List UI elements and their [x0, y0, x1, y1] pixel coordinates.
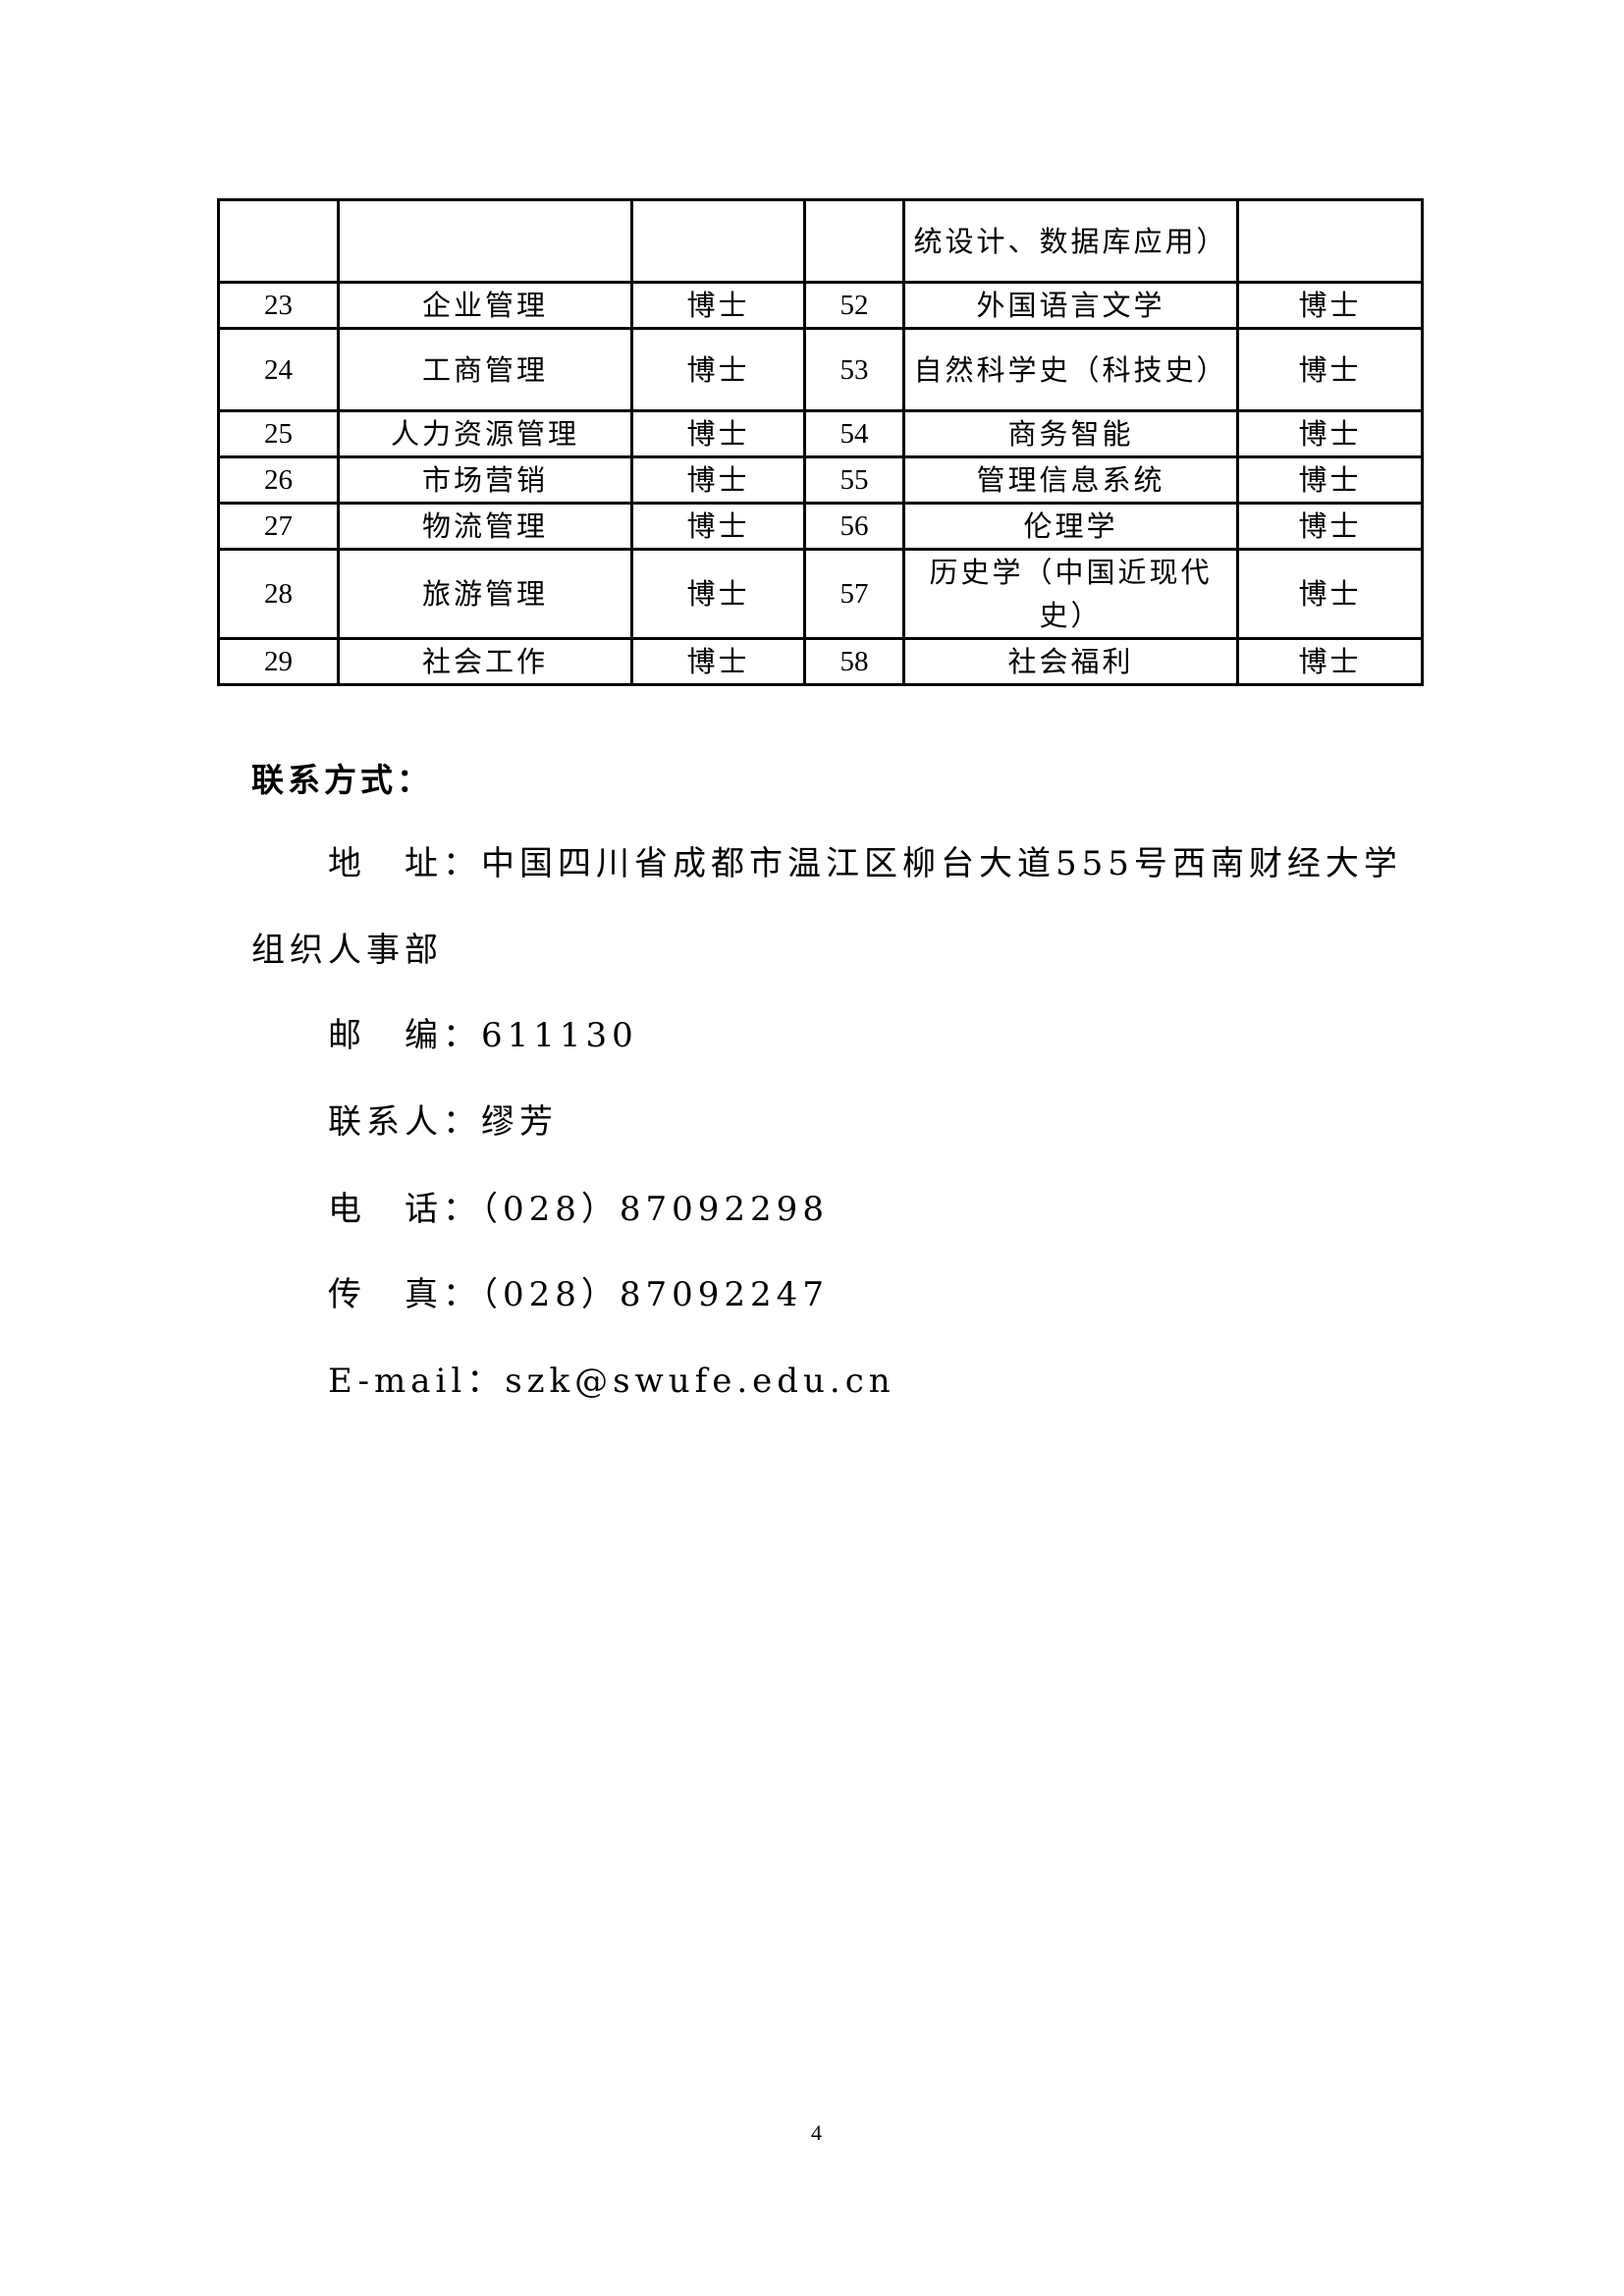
- address-line: 地 址：中国四川省成都市温江区柳台大道555号西南财经大学: [328, 844, 1402, 883]
- major-name: 伦理学: [902, 502, 1239, 551]
- row-number: 29: [217, 637, 340, 686]
- major-name: 管理信息系统: [902, 455, 1239, 505]
- row-number: 55: [803, 455, 905, 505]
- major-name: 物流管理: [337, 502, 633, 551]
- degree: 博士: [630, 281, 806, 330]
- row-number: [217, 198, 340, 284]
- major-name: 市场营销: [337, 455, 633, 505]
- table-row: 29 社会工作 博士 58 社会福利 博士: [217, 637, 1424, 686]
- major-name: 历史学（中国近现代史）: [902, 548, 1239, 640]
- row-number: 54: [803, 409, 905, 458]
- major-name: 外国语言文学: [902, 281, 1239, 330]
- phone: 电 话：（028）87092298: [328, 1190, 829, 1229]
- major-name: 企业管理: [337, 281, 633, 330]
- row-number: 26: [217, 455, 340, 505]
- email[interactable]: E-mail：szk@swufe.edu.cn: [328, 1362, 895, 1401]
- contact-person: 联系人：缪芳: [328, 1102, 558, 1142]
- degree: 博士: [1236, 409, 1424, 458]
- row-number: 28: [217, 548, 340, 640]
- degree: 博士: [630, 327, 806, 412]
- row-number: 56: [803, 502, 905, 551]
- major-name: 旅游管理: [337, 548, 633, 640]
- degree: 博士: [1236, 455, 1424, 505]
- row-number: 57: [803, 548, 905, 640]
- major-name: [337, 198, 633, 284]
- degree: [630, 198, 806, 284]
- degree: 博士: [630, 502, 806, 551]
- row-number: 53: [803, 327, 905, 412]
- address-line-continued: 组织人事部: [251, 931, 443, 970]
- table-row: 25 人力资源管理 博士 54 商务智能 博士: [217, 409, 1424, 458]
- row-number: 25: [217, 409, 340, 458]
- contact-heading: 联系方式：: [251, 761, 433, 799]
- major-name: 工商管理: [337, 327, 633, 412]
- degree-table: 统设计、数据库应用） 23 企业管理 博士 52 外国语言文学 博士 24 工商管理 博士 53 自然…: [217, 198, 1424, 686]
- row-number: [803, 198, 905, 284]
- page-number: 4: [811, 2120, 822, 2145]
- table-row: 28 旅游管理 博士 57 历史学（中国近现代史） 博士: [217, 548, 1424, 640]
- table-row: 27 物流管理 博士 56 伦理学 博士: [217, 502, 1424, 551]
- degree: 博士: [1236, 327, 1424, 412]
- major-name: 商务智能: [902, 409, 1239, 458]
- degree: [1236, 198, 1424, 284]
- row-number: 58: [803, 637, 905, 686]
- row-number: 23: [217, 281, 340, 330]
- degree: 博士: [630, 455, 806, 505]
- table-row: 统设计、数据库应用）: [217, 198, 1424, 284]
- row-number: 52: [803, 281, 905, 330]
- major-name: 自然科学史（科技史）: [902, 327, 1239, 412]
- major-name: 统设计、数据库应用）: [902, 198, 1239, 284]
- degree: 博士: [630, 548, 806, 640]
- row-number: 24: [217, 327, 340, 412]
- degree: 博士: [1236, 548, 1424, 640]
- postcode: 邮 编：611130: [328, 1016, 638, 1055]
- degree: 博士: [630, 637, 806, 686]
- major-name: 社会福利: [902, 637, 1239, 686]
- table-row: 26 市场营销 博士 55 管理信息系统 博士: [217, 455, 1424, 505]
- degree: 博士: [1236, 502, 1424, 551]
- degree: 博士: [1236, 281, 1424, 330]
- major-name: 人力资源管理: [337, 409, 633, 458]
- table-row: 24 工商管理 博士 53 自然科学史（科技史） 博士: [217, 327, 1424, 412]
- degree: 博士: [1236, 637, 1424, 686]
- degree: 博士: [630, 409, 806, 458]
- major-name: 社会工作: [337, 637, 633, 686]
- table-row: 23 企业管理 博士 52 外国语言文学 博士: [217, 281, 1424, 330]
- fax: 传 真：（028）87092247: [328, 1275, 829, 1314]
- row-number: 27: [217, 502, 340, 551]
